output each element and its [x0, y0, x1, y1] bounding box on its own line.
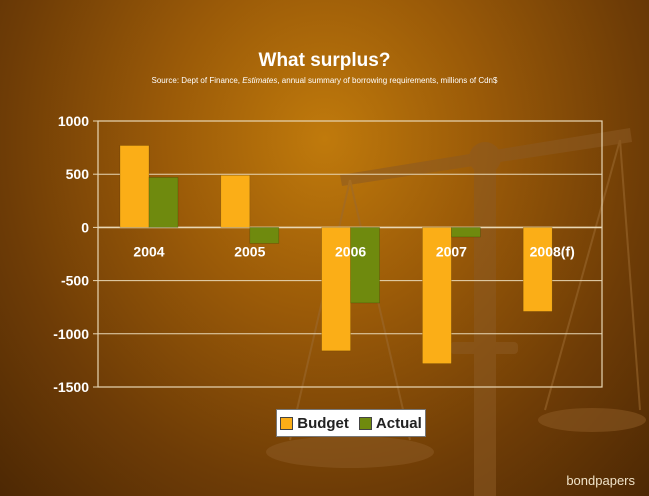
y-tick-label-2: 0: [81, 219, 89, 235]
bar-budget-2007: [422, 227, 452, 364]
y-tick-label-3: -500: [61, 273, 89, 289]
bar-budget-2004: [119, 145, 150, 228]
legend-item-actual: Actual: [358, 414, 422, 432]
source-prefix: Source: Dept of Finance,: [151, 76, 243, 85]
x-tick-label-3: 2007: [436, 243, 467, 259]
chart-legend: Budget Actual: [276, 409, 426, 437]
chart-source: Source: Dept of Finance, Estimates, annu…: [0, 76, 649, 85]
bar-actual-2004: [148, 177, 179, 228]
y-tick-label-5: -1500: [53, 379, 89, 395]
x-tick-label-4: 2008(f): [530, 243, 575, 259]
source-suffix: , annual summary of borrowing requiremen…: [277, 76, 498, 85]
legend-swatch-actual: [358, 416, 372, 430]
x-tick-label-0: 2004: [133, 243, 164, 259]
x-tick-label-2: 2006: [335, 243, 366, 259]
bar-actual-2005: [249, 227, 280, 244]
x-tick-label-1: 2005: [234, 243, 265, 259]
y-tick-label-1: 500: [66, 166, 90, 182]
legend-item-budget: Budget: [280, 415, 349, 432]
legend-label-budget: Budget: [297, 414, 349, 432]
bar-actual-2007: [451, 227, 481, 238]
credit-text: bondpapers: [566, 473, 635, 488]
y-tick-label-4: -1000: [53, 326, 89, 342]
bar-actual-2006: [350, 227, 380, 304]
source-italic: Estimates: [242, 76, 278, 85]
bar-budget-2005: [220, 174, 251, 228]
legend-label-actual: Actual: [375, 414, 422, 432]
y-tick-label-0: 1000: [58, 113, 89, 129]
bar-budget-2008(f): [522, 227, 553, 312]
legend-swatch-budget: [280, 416, 294, 430]
bar-budget-2006: [321, 227, 351, 352]
chart-title: What surplus?: [258, 50, 391, 71]
